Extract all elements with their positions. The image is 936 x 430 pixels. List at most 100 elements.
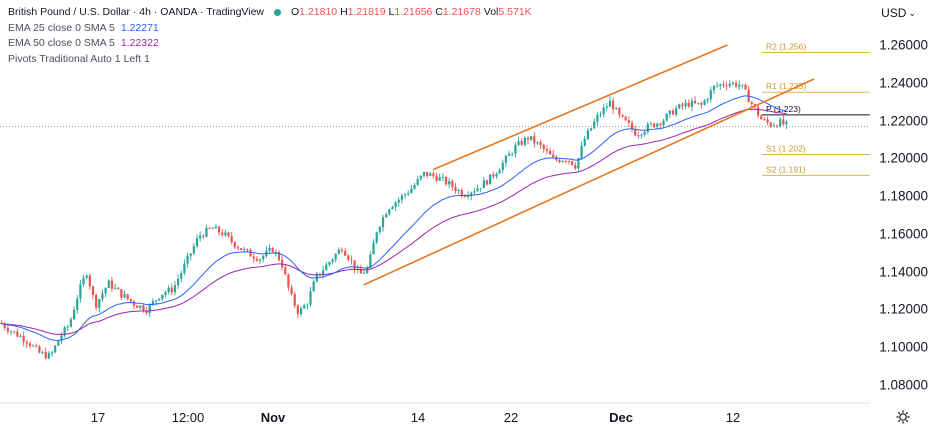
candle bbox=[580, 141, 583, 160]
candle bbox=[347, 254, 350, 262]
candle bbox=[50, 350, 54, 357]
candle bbox=[91, 285, 95, 300]
candle bbox=[95, 293, 98, 311]
legend-pivots-row[interactable]: Pivots Traditional Auto 1 Left 1 bbox=[8, 52, 532, 68]
channel-upper-line[interactable] bbox=[432, 44, 728, 171]
volume-label: Vol bbox=[483, 6, 499, 18]
candle bbox=[760, 114, 763, 120]
ema50-value: 1.22322 bbox=[120, 37, 159, 49]
currency-selector[interactable]: USD ⌄ bbox=[881, 6, 916, 20]
candle bbox=[170, 283, 173, 296]
candle bbox=[47, 351, 50, 360]
time-tick-label: 22 bbox=[503, 410, 519, 425]
candle bbox=[161, 294, 164, 302]
candle bbox=[139, 305, 142, 310]
candle bbox=[618, 106, 621, 118]
channel-lower-line[interactable] bbox=[363, 78, 815, 286]
legend-ema25-row[interactable]: EMA 25 close 0 SMA 5 1.22271 bbox=[8, 21, 532, 37]
price-tick-label: 1.20000 bbox=[879, 150, 928, 166]
candle bbox=[567, 160, 571, 165]
candle bbox=[741, 84, 744, 89]
candle bbox=[429, 171, 432, 177]
candle bbox=[16, 328, 19, 338]
candle bbox=[192, 243, 195, 256]
currency-label: USD bbox=[881, 6, 907, 20]
candle bbox=[671, 108, 675, 116]
candle bbox=[350, 255, 353, 265]
candle bbox=[88, 273, 91, 290]
candle bbox=[643, 130, 646, 137]
candle bbox=[668, 110, 671, 118]
candle bbox=[504, 154, 508, 168]
candle bbox=[416, 175, 419, 186]
candle bbox=[599, 111, 602, 118]
candle bbox=[19, 333, 22, 338]
candle bbox=[126, 293, 129, 301]
candle bbox=[564, 159, 567, 164]
candle bbox=[769, 121, 772, 129]
candle bbox=[6, 323, 9, 335]
price-tick-label: 1.08000 bbox=[879, 377, 928, 393]
market-status-dot-icon bbox=[274, 9, 281, 17]
candle bbox=[407, 190, 410, 197]
candle bbox=[57, 340, 60, 346]
candle bbox=[779, 117, 782, 128]
candle bbox=[422, 171, 426, 178]
candle bbox=[785, 119, 788, 129]
candle bbox=[593, 118, 596, 130]
candle bbox=[281, 255, 284, 271]
candle bbox=[413, 182, 416, 190]
candle bbox=[303, 303, 306, 309]
candle bbox=[681, 102, 684, 110]
candle bbox=[757, 104, 760, 119]
price-tick-label: 1.24000 bbox=[879, 75, 928, 91]
candle bbox=[123, 290, 126, 299]
legend-ema50-row[interactable]: EMA 50 close 0 SMA 5 1.22322 bbox=[8, 36, 532, 52]
candle bbox=[684, 99, 687, 110]
candle bbox=[199, 231, 202, 242]
candle bbox=[394, 201, 397, 211]
time-tick-label: 12 bbox=[725, 410, 741, 425]
legend-header-row: British Pound / U.S. Dollar · 4h · OANDA… bbox=[8, 5, 532, 21]
time-tick-label: 12:00 bbox=[171, 410, 205, 425]
gear-icon[interactable] bbox=[896, 410, 910, 424]
candle bbox=[523, 136, 526, 147]
candle bbox=[520, 137, 523, 147]
ohlc-values: O1.21810 H1.21819 L1.21656 C1.21678 Vol5… bbox=[291, 5, 532, 21]
candle bbox=[662, 118, 665, 129]
candle bbox=[498, 167, 501, 174]
candle bbox=[738, 80, 741, 90]
candle bbox=[369, 251, 372, 269]
candle bbox=[224, 229, 227, 238]
candle bbox=[271, 247, 274, 253]
pivot-label: S2 (1.191) bbox=[766, 164, 806, 174]
candle bbox=[693, 96, 697, 105]
time-tick-label: Nov bbox=[260, 410, 286, 425]
candle bbox=[747, 85, 750, 103]
ohlc-open-label: O bbox=[291, 6, 300, 18]
ohlc-low-label: L bbox=[388, 6, 395, 18]
candle bbox=[63, 325, 66, 338]
candle bbox=[104, 287, 107, 298]
candle bbox=[539, 139, 542, 149]
pivot-label: S1 (1.202) bbox=[766, 144, 806, 154]
candle bbox=[716, 81, 719, 88]
candle bbox=[38, 344, 41, 354]
candle bbox=[734, 80, 738, 89]
candle bbox=[690, 97, 694, 112]
candle bbox=[426, 171, 429, 179]
candle bbox=[221, 229, 224, 237]
symbol-title[interactable]: British Pound / U.S. Dollar · 4h · OANDA… bbox=[8, 6, 264, 18]
candle bbox=[189, 253, 192, 261]
candle bbox=[101, 289, 104, 302]
candle bbox=[381, 214, 385, 232]
candle bbox=[186, 252, 189, 268]
candle bbox=[634, 125, 637, 137]
candle bbox=[290, 284, 293, 296]
candle bbox=[362, 269, 366, 274]
pivots-name: Pivots Traditional Auto 1 Left 1 bbox=[8, 52, 150, 65]
candle bbox=[495, 172, 498, 179]
candle bbox=[296, 303, 299, 319]
candle bbox=[176, 274, 180, 290]
